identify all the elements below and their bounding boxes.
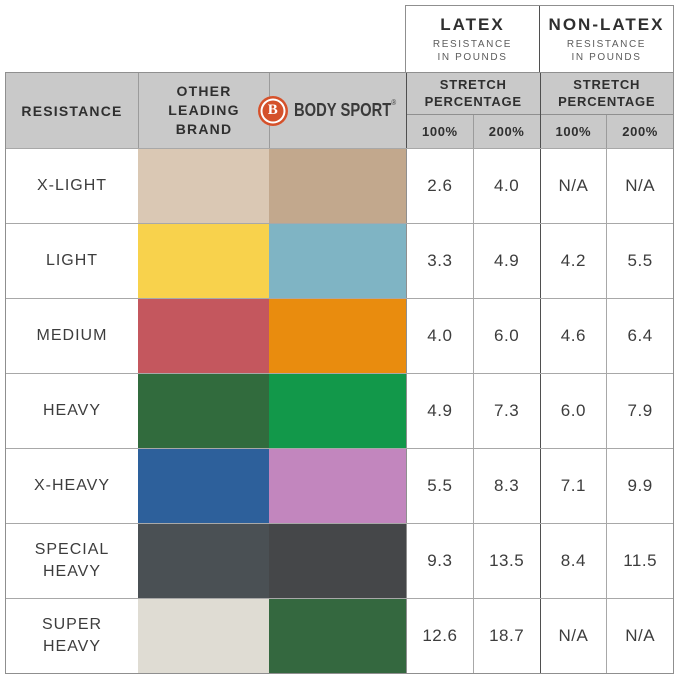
table-row-super-heavy: SUPER HEAVY 12.6 18.7 N/A N/A bbox=[6, 598, 673, 673]
latex-title: LATEX bbox=[440, 15, 505, 35]
latex-pct-header-row: 100% 200% bbox=[407, 115, 540, 148]
other-brand-column-header: OTHER LEADING BRAND bbox=[138, 73, 269, 148]
latex-200-value: 6.0 bbox=[472, 299, 540, 373]
nonlatex-100-value: N/A bbox=[539, 149, 607, 223]
other-brand-color-swatch bbox=[138, 599, 269, 673]
resistance-column-header: RESISTANCE bbox=[21, 102, 123, 119]
latex-200-value: 4.9 bbox=[472, 224, 540, 298]
row-label: SUPER HEAVY bbox=[41, 616, 103, 655]
nonlatex-100-value: 7.1 bbox=[539, 449, 607, 523]
latex-200-value: 13.5 bbox=[472, 524, 540, 598]
nonlatex-stretch-percentage-header: STRETCH PERCENTAGE bbox=[558, 76, 656, 109]
material-group-header: LATEX RESISTANCE IN POUNDS NON-LATEX RES… bbox=[405, 5, 674, 73]
latex-100-value: 4.9 bbox=[406, 374, 473, 448]
latex-subtitle: RESISTANCE IN POUNDS bbox=[432, 38, 513, 64]
nonlatex-200-value: 11.5 bbox=[606, 524, 673, 598]
bodysport-color-swatch bbox=[269, 599, 406, 673]
other-brand-color-swatch bbox=[138, 374, 269, 448]
latex-200-value: 8.3 bbox=[472, 449, 540, 523]
latex-200-header: 200% bbox=[472, 115, 540, 148]
table-row-x-light: X-LIGHT 2.6 4.0 N/A N/A bbox=[6, 148, 673, 223]
bodysport-color-swatch bbox=[269, 149, 406, 223]
nonlatex-200-header: 200% bbox=[606, 115, 673, 148]
latex-100-value: 2.6 bbox=[406, 149, 473, 223]
other-brand-color-swatch bbox=[138, 449, 269, 523]
table-row-light: LIGHT 3.3 4.9 4.2 5.5 bbox=[6, 223, 673, 298]
nonlatex-stretch-header-row: STRETCH PERCENTAGE bbox=[540, 73, 673, 115]
bodysport-column-header: B BODY SPORT® bbox=[257, 73, 406, 148]
latex-100-value: 12.6 bbox=[406, 599, 473, 673]
other-brand-color-swatch bbox=[138, 299, 269, 373]
bodysport-logo: B BODY SPORT® bbox=[257, 95, 419, 126]
other-brand-color-swatch bbox=[138, 524, 269, 598]
nonlatex-200-value: 7.9 bbox=[606, 374, 673, 448]
nonlatex-200-value: N/A bbox=[606, 599, 673, 673]
table-row-medium: MEDIUM 4.0 6.0 4.6 6.4 bbox=[6, 298, 673, 373]
nonlatex-200-value: N/A bbox=[606, 149, 673, 223]
nonlatex-100-header: 100% bbox=[555, 124, 592, 139]
nonlatex-100-value: N/A bbox=[539, 599, 607, 673]
latex-100-value: 4.0 bbox=[406, 299, 473, 373]
row-label: X-HEAVY bbox=[33, 477, 111, 495]
table-row-heavy: HEAVY 4.9 7.3 6.0 7.9 bbox=[6, 373, 673, 448]
row-label: HEAVY bbox=[42, 402, 102, 420]
nonlatex-200-value: 5.5 bbox=[606, 224, 673, 298]
table-row-x-heavy: X-HEAVY 5.5 8.3 7.1 9.9 bbox=[6, 448, 673, 523]
other-brand-color-swatch bbox=[138, 224, 269, 298]
row-label: SPECIAL HEAVY bbox=[34, 541, 110, 580]
row-label: X-LIGHT bbox=[36, 177, 108, 195]
bodysport-logo-letter: B bbox=[267, 102, 278, 118]
table-header-row: RESISTANCE OTHER LEADING BRAND B BODY SP… bbox=[6, 73, 673, 148]
latex-group-header: LATEX RESISTANCE IN POUNDS bbox=[406, 6, 539, 72]
nonlatex-100-value: 4.6 bbox=[539, 299, 607, 373]
nonlatex-subtitle: RESISTANCE IN POUNDS bbox=[566, 38, 647, 64]
latex-100-header: 100% bbox=[422, 124, 458, 139]
nonlatex-100-value: 6.0 bbox=[539, 374, 607, 448]
row-label: LIGHT bbox=[45, 252, 99, 270]
latex-100-value: 5.5 bbox=[406, 449, 473, 523]
nonlatex-pct-header-row: 100% 200% bbox=[541, 115, 674, 148]
latex-200-value: 18.7 bbox=[472, 599, 540, 673]
latex-200-value: 4.0 bbox=[472, 149, 540, 223]
latex-stretch-header-row: STRETCH PERCENTAGE bbox=[407, 73, 540, 115]
bodysport-color-swatch bbox=[269, 299, 406, 373]
table-row-special-heavy: SPECIAL HEAVY 9.3 13.5 8.4 11.5 bbox=[6, 523, 673, 598]
row-label: MEDIUM bbox=[36, 327, 108, 345]
comparison-table: RESISTANCE OTHER LEADING BRAND B BODY SP… bbox=[5, 72, 674, 674]
nonlatex-stretch-header-group: STRETCH PERCENTAGE 100% 200% bbox=[539, 73, 674, 148]
bodysport-color-swatch bbox=[269, 374, 406, 448]
bodysport-logo-icon: B bbox=[257, 95, 288, 126]
nonlatex-200-value: 9.9 bbox=[606, 449, 673, 523]
nonlatex-100-value: 4.2 bbox=[539, 224, 607, 298]
latex-stretch-header-group: STRETCH PERCENTAGE 100% 200% bbox=[406, 73, 540, 148]
latex-100-value: 9.3 bbox=[406, 524, 473, 598]
bodysport-color-swatch bbox=[269, 524, 406, 598]
registered-trademark-icon: ® bbox=[391, 98, 396, 107]
nonlatex-group-header: NON-LATEX RESISTANCE IN POUNDS bbox=[539, 6, 673, 72]
nonlatex-title: NON-LATEX bbox=[548, 15, 665, 35]
bodysport-color-swatch bbox=[269, 449, 406, 523]
bodysport-color-swatch bbox=[269, 224, 406, 298]
latex-stretch-percentage-header: STRETCH PERCENTAGE bbox=[424, 76, 522, 109]
nonlatex-100-value: 8.4 bbox=[539, 524, 607, 598]
nonlatex-200-value: 6.4 bbox=[606, 299, 673, 373]
bodysport-logo-text: BODY SPORT® bbox=[293, 98, 396, 121]
bodysport-brand-name: BODY SPORT bbox=[293, 100, 392, 120]
other-brand-color-swatch bbox=[138, 149, 269, 223]
latex-100-value: 3.3 bbox=[406, 224, 473, 298]
latex-200-value: 7.3 bbox=[472, 374, 540, 448]
